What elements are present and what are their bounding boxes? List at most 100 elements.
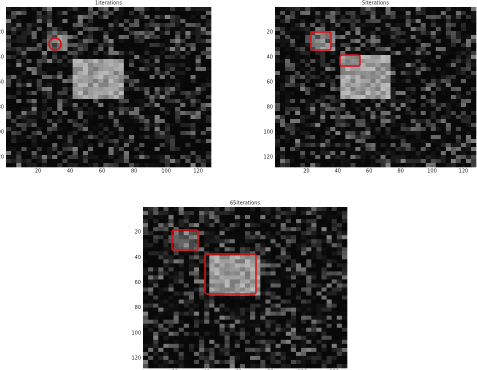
- pixel: [153, 288, 158, 292]
- pixel: [275, 87, 280, 91]
- pixel: [174, 235, 179, 239]
- pixel: [466, 99, 471, 103]
- pixel: [189, 296, 194, 300]
- pixel: [376, 107, 381, 111]
- pixel: [165, 87, 170, 91]
- pixel: [340, 27, 345, 31]
- pixel: [158, 283, 163, 287]
- pixel: [290, 23, 295, 27]
- pixel: [320, 131, 325, 135]
- pixel: [275, 7, 280, 11]
- pixel: [281, 283, 286, 287]
- pixel: [327, 223, 332, 227]
- pixel: [119, 7, 124, 11]
- pixel: [184, 320, 189, 324]
- pixel: [179, 328, 184, 332]
- pixel: [199, 227, 204, 231]
- pixel: [175, 115, 180, 119]
- pixel: [466, 39, 471, 43]
- pixel: [134, 163, 139, 167]
- pixel: [235, 231, 240, 235]
- pixel: [466, 143, 471, 147]
- pixel: [184, 340, 189, 344]
- pixel: [11, 31, 16, 35]
- pixel: [301, 271, 306, 275]
- pixel: [416, 7, 421, 11]
- pixel: [201, 83, 206, 87]
- pixel: [335, 107, 340, 111]
- pixel: [441, 27, 446, 31]
- pixel: [155, 103, 160, 107]
- pixel: [330, 23, 335, 27]
- pixel: [139, 127, 144, 131]
- pixel: [155, 67, 160, 71]
- pixel: [355, 111, 360, 115]
- pixel: [32, 87, 37, 91]
- pixel: [119, 51, 124, 55]
- pixel: [184, 308, 189, 312]
- pixel: [391, 55, 396, 59]
- pixel: [471, 151, 476, 155]
- pixel: [160, 59, 165, 63]
- pixel: [57, 7, 62, 11]
- pixel: [163, 336, 168, 340]
- pixel: [93, 11, 98, 15]
- pixel: [199, 360, 204, 364]
- pixel: [386, 79, 391, 83]
- pixel: [175, 143, 180, 147]
- pixel: [401, 155, 406, 159]
- pixel: [196, 63, 201, 67]
- pixel: [196, 111, 201, 115]
- pixel: [184, 275, 189, 279]
- pixel: [11, 23, 16, 27]
- pixel: [466, 35, 471, 39]
- pixel: [68, 143, 73, 147]
- pixel: [416, 163, 421, 167]
- pixel: [421, 155, 426, 159]
- pixel: [88, 131, 93, 135]
- pixel: [47, 11, 52, 15]
- pixel: [119, 39, 124, 43]
- pixel: [461, 47, 466, 51]
- pixel: [160, 135, 165, 139]
- pixel: [158, 275, 163, 279]
- pixel: [47, 83, 52, 87]
- pixel: [57, 91, 62, 95]
- pixel: [286, 344, 291, 348]
- pixel: [47, 135, 52, 139]
- pixel: [441, 103, 446, 107]
- pixel: [163, 263, 168, 267]
- pixel: [250, 243, 255, 247]
- pixel: [350, 155, 355, 159]
- pixel: [57, 55, 62, 59]
- pixel: [306, 352, 311, 356]
- pixel: [296, 267, 301, 271]
- pixel: [350, 59, 355, 63]
- pixel: [386, 91, 391, 95]
- pixel: [93, 27, 98, 31]
- pixel: [134, 123, 139, 127]
- pixel: [163, 251, 168, 255]
- pixel: [285, 15, 290, 19]
- pixel: [260, 271, 265, 275]
- pixel: [109, 131, 114, 135]
- pixel: [291, 223, 296, 227]
- pixel: [327, 328, 332, 332]
- pixel: [6, 11, 11, 15]
- pixel: [335, 159, 340, 163]
- pixel: [194, 356, 199, 360]
- pixel: [189, 340, 194, 344]
- pixel: [57, 131, 62, 135]
- pixel: [265, 316, 270, 320]
- pixel: [169, 215, 174, 219]
- pixel: [129, 55, 134, 59]
- pixel: [310, 139, 315, 143]
- pixel: [406, 95, 411, 99]
- pixel: [332, 231, 337, 235]
- pixel: [144, 123, 149, 127]
- pixel: [330, 71, 335, 75]
- pixel: [196, 103, 201, 107]
- pixel: [6, 163, 11, 167]
- pixel: [381, 143, 386, 147]
- pixel: [73, 163, 78, 167]
